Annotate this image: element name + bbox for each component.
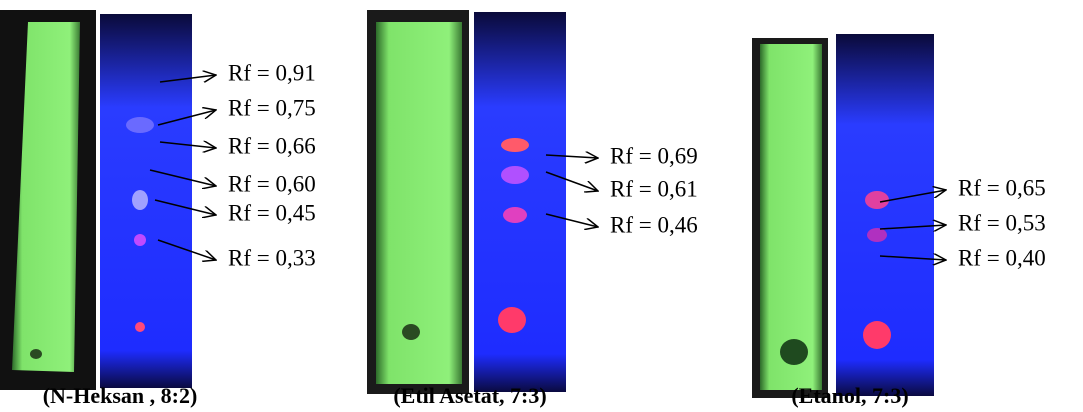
plates [0,10,934,398]
rf-label: Rf = 0,46 [610,212,698,237]
rf-label: Rf = 0,75 [228,95,316,120]
rf-label: Rf = 0,69 [610,143,698,168]
rf-label: Rf = 0,45 [228,200,316,225]
rf-label: Rf = 0,53 [958,210,1046,235]
rf-label: Rf = 0,60 [228,171,316,196]
rf-label: Rf = 0,40 [958,245,1046,270]
caption: (N-Heksan , 8:2) [43,383,198,408]
caption: (Etil Asetat, 7:3) [393,383,546,408]
caption: (Etanol, 7:3) [791,383,908,408]
figure: (N-Heksan , 8:2) Rf = 0,91 Rf = 0,75 Rf = 0… [0,0,1083,412]
rf-label: Rf = 0,91 [228,60,316,85]
rf-label: Rf = 0,61 [610,176,698,201]
rf-label: Rf = 0,66 [228,133,316,158]
rf-label: Rf = 0,33 [228,245,316,270]
rf-label: Rf = 0,65 [958,175,1046,200]
